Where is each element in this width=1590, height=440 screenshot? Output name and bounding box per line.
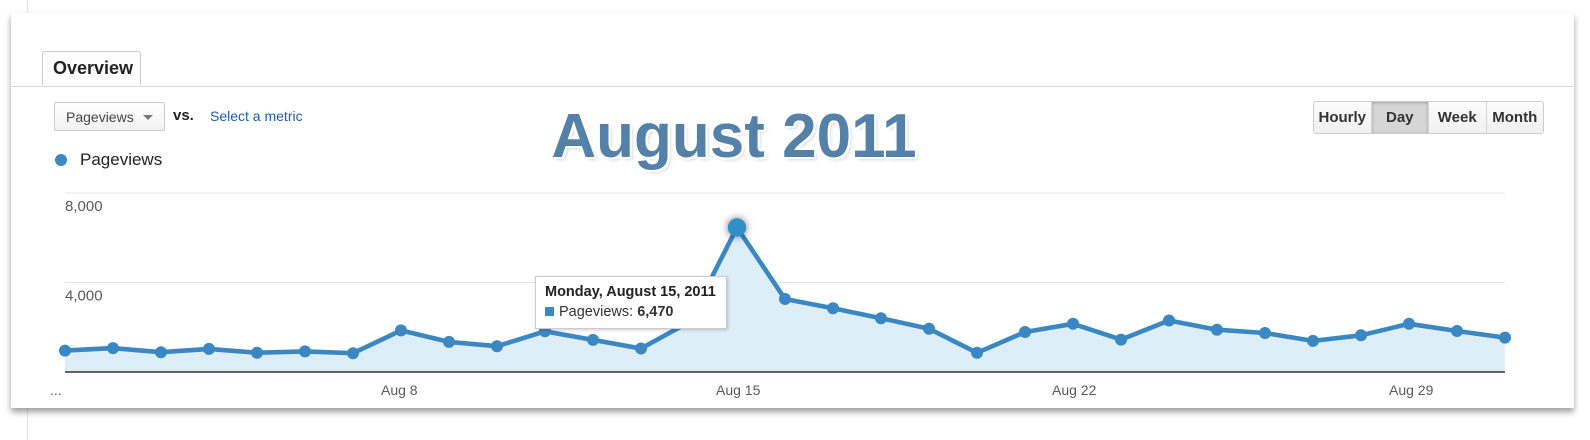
svg-text:...: ... <box>50 382 62 398</box>
svg-text:Aug 8: Aug 8 <box>381 382 418 398</box>
svg-text:4,000: 4,000 <box>65 288 103 305</box>
svg-text:Aug 22: Aug 22 <box>1052 382 1097 398</box>
svg-text:8,000: 8,000 <box>65 198 103 215</box>
svg-text:Aug 15: Aug 15 <box>716 382 761 398</box>
svg-text:Aug 29: Aug 29 <box>1389 382 1434 398</box>
